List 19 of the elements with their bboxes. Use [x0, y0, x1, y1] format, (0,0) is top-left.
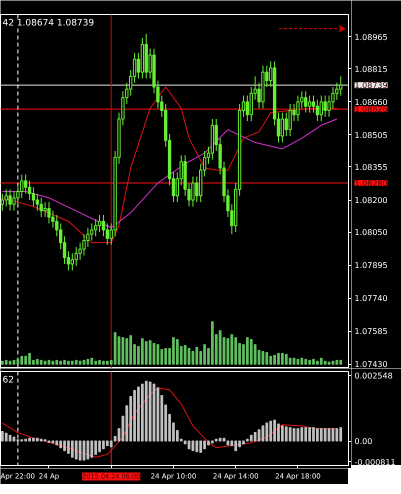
- y-tick-label: 1.07740: [354, 294, 388, 304]
- y-tick-label: 1.08660: [354, 98, 388, 107]
- ref-line-label: 1.08280: [354, 178, 388, 188]
- y-tick-label: 1.08815: [354, 64, 388, 74]
- y-tick-label: 1.08505: [354, 130, 388, 140]
- ref-line-label: 1.08739: [354, 81, 388, 90]
- y-tick-label: 0.00: [354, 437, 372, 446]
- y-tick-label: 1.07895: [354, 261, 388, 270]
- y-tick-label: 0.002548: [354, 371, 393, 380]
- y-tick-label: 1.07430: [354, 360, 388, 370]
- y-tick-label: 1.08050: [354, 228, 388, 238]
- ref-line-label: 1.08626: [354, 105, 388, 114]
- chart-title: 62: [2, 376, 14, 386]
- y-tick-label: 1.08355: [354, 162, 388, 172]
- y-tick-label: 1.08965: [354, 32, 388, 42]
- y-tick-label: -0.000811: [354, 458, 396, 467]
- y-tick-label: 1.08200: [354, 196, 388, 206]
- y-tick-label: 1.07585: [354, 327, 388, 336]
- text: 42 1.08674 1.08739: [2, 18, 94, 28]
